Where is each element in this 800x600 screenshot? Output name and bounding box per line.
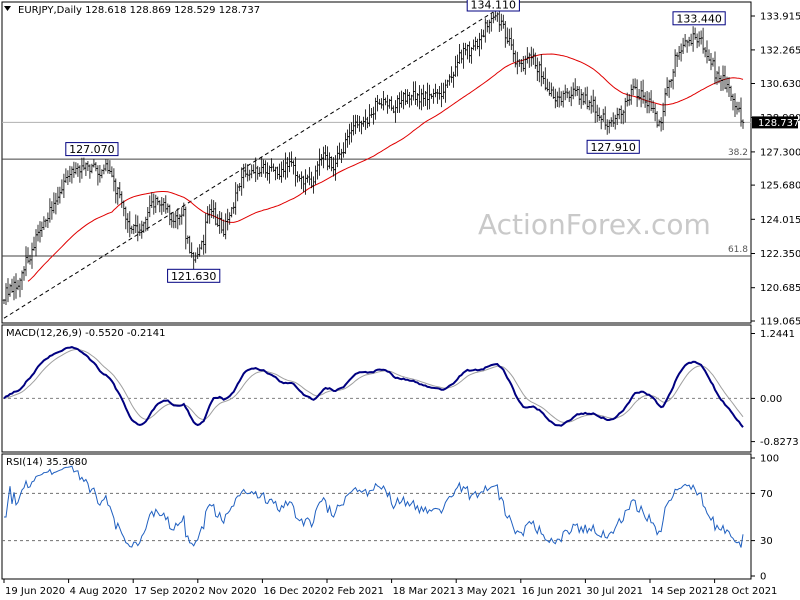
callout-box — [65, 142, 119, 157]
macd-tick-label: 1.2441 — [760, 329, 795, 340]
rsi-panel-frame — [1, 453, 752, 580]
y-tick-label: 120.685 — [760, 283, 800, 294]
last-price-marker: 128.737 — [752, 116, 799, 129]
rsi-panel: RSI(14) 35.3680 — [1, 453, 752, 580]
y-tick-label: 133.915 — [760, 12, 800, 23]
x-tick-label: 2 Nov 2020 — [199, 586, 257, 597]
rsi-tick-label: 70 — [760, 489, 773, 500]
callout-box — [466, 0, 520, 12]
rsi-line — [4, 465, 744, 548]
ohlc-bar — [741, 119, 745, 129]
price-callout: 134.110 — [466, 0, 520, 12]
macd-y-axis: 1.2441 0.00 -0.8273 — [751, 329, 799, 448]
price-channel — [3, 11, 494, 319]
callout-label: 121.630 — [171, 270, 217, 283]
fib-label: 38.2 — [728, 148, 748, 158]
price-panel: ActionForex.com 38.261.8 127.070121.6301… — [1, 0, 752, 324]
trend-channel-line — [3, 11, 494, 319]
rsi-header: RSI(14) 35.3680 — [6, 457, 87, 468]
price-callout: 121.630 — [167, 268, 221, 283]
price-y-axis: 133.915132.265130.630128.980127.300125.6… — [751, 12, 800, 328]
rsi-tick-label: 30 — [760, 536, 773, 547]
last-price-label: 128.737 — [758, 118, 799, 129]
x-tick-label: 19 Jun 2020 — [5, 586, 65, 597]
fib-label: 61.8 — [728, 245, 748, 255]
x-tick-label: 30 Jul 2021 — [586, 586, 643, 597]
price-callout: 127.070 — [65, 142, 119, 157]
macd-tick-label: 0.00 — [760, 394, 782, 405]
macd-line — [3, 346, 744, 428]
x-tick-label: 17 Sep 2020 — [134, 586, 197, 597]
price-panel-frame — [1, 1, 752, 324]
x-tick-label: 14 Sep 2021 — [651, 586, 714, 597]
macd-header: MACD(12,26,9) -0.5520 -0.2141 — [6, 328, 166, 339]
y-tick-label: 119.065 — [760, 317, 800, 328]
macd-lines — [2, 346, 751, 428]
callout-label: 133.440 — [676, 12, 722, 25]
x-tick-label: 28 Oct 2021 — [716, 586, 778, 597]
rsi-tick-label: 100 — [760, 454, 779, 465]
y-tick-label: 130.630 — [760, 79, 800, 90]
x-tick-label: 16 Dec 2020 — [263, 586, 327, 597]
last-price-box — [752, 116, 798, 129]
x-tick-label: 2 Feb 2021 — [328, 586, 384, 597]
price-bars — [2, 9, 745, 305]
macd-panel: MACD(12,26,9) -0.5520 -0.2141 — [1, 324, 752, 453]
rsi-lines — [2, 465, 751, 548]
y-tick-label: 132.265 — [760, 45, 800, 56]
sma-line — [27, 53, 744, 282]
x-tick-label: 18 Mar 2021 — [393, 586, 456, 597]
callout-box — [672, 11, 726, 26]
rsi-tick-label: 0 — [760, 572, 766, 583]
macd-panel-frame — [1, 324, 752, 453]
price-annotations: 127.070 121.630 134.110 127.910 133.440 — [65, 0, 726, 283]
y-tick-label: 127.300 — [760, 147, 800, 158]
callout-label: 127.070 — [69, 143, 115, 156]
price-header: EURJPY,Daily 128.618 128.869 128.529 128… — [18, 5, 260, 16]
callout-label: 134.110 — [471, 0, 517, 12]
price-sma — [27, 53, 744, 282]
x-tick-label: 16 Jun 2021 — [522, 586, 582, 597]
rsi-y-axis: 100 70 30 0 — [751, 454, 779, 583]
watermark: ActionForex.com — [478, 208, 711, 241]
x-tick-label: 4 Aug 2020 — [70, 586, 128, 597]
price-callout: 133.440 — [672, 11, 726, 26]
x-tick-label: 3 May 2021 — [457, 586, 516, 597]
callout-box — [586, 139, 640, 154]
dropdown-triangle-icon[interactable] — [4, 6, 11, 11]
y-tick-label: 122.350 — [760, 249, 800, 260]
macd-signal-line — [3, 348, 744, 423]
callout-box — [167, 268, 221, 283]
y-tick-label: 125.680 — [760, 181, 800, 192]
price-fib-lines: 38.2 61.8 — [2, 121, 751, 257]
y-tick-label: 124.015 — [760, 215, 800, 226]
macd-tick-label: -0.8273 — [760, 437, 799, 448]
callout-label: 127.910 — [590, 141, 636, 154]
x-axis: 19 Jun 2020 4 Aug 2020 17 Sep 2020 2 Nov 20… — [3, 579, 778, 597]
price-callout: 127.910 — [586, 139, 640, 154]
